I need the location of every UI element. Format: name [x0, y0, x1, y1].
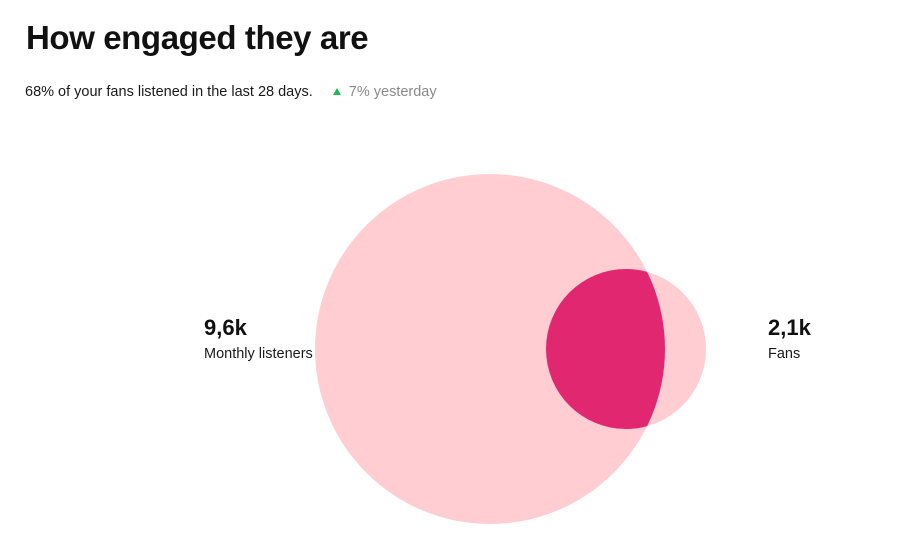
- monthly-listeners-label: Monthly listeners: [204, 346, 313, 362]
- delta-text: 7% yesterday: [348, 84, 437, 100]
- up-arrow-icon: [332, 88, 341, 95]
- engagement-summary: 68% of your fans listened in the last 28…: [25, 82, 437, 102]
- fans-stat: 2,1k Fans: [768, 315, 811, 364]
- venn-overlap: [546, 269, 665, 429]
- monthly-listeners-stat: 9,6k Monthly listeners: [204, 315, 313, 364]
- delta-indicator: 7% yesterday: [332, 84, 437, 100]
- engagement-subtitle: 68% of your fans listened in the last 28…: [25, 84, 313, 100]
- fans-value: 2,1k: [768, 315, 811, 340]
- fans-label: Fans: [768, 346, 801, 362]
- page-title: How engaged they are: [26, 19, 369, 56]
- venn-circle-monthly-listeners: [315, 174, 665, 524]
- monthly-listeners-value: 9,6k: [204, 315, 247, 340]
